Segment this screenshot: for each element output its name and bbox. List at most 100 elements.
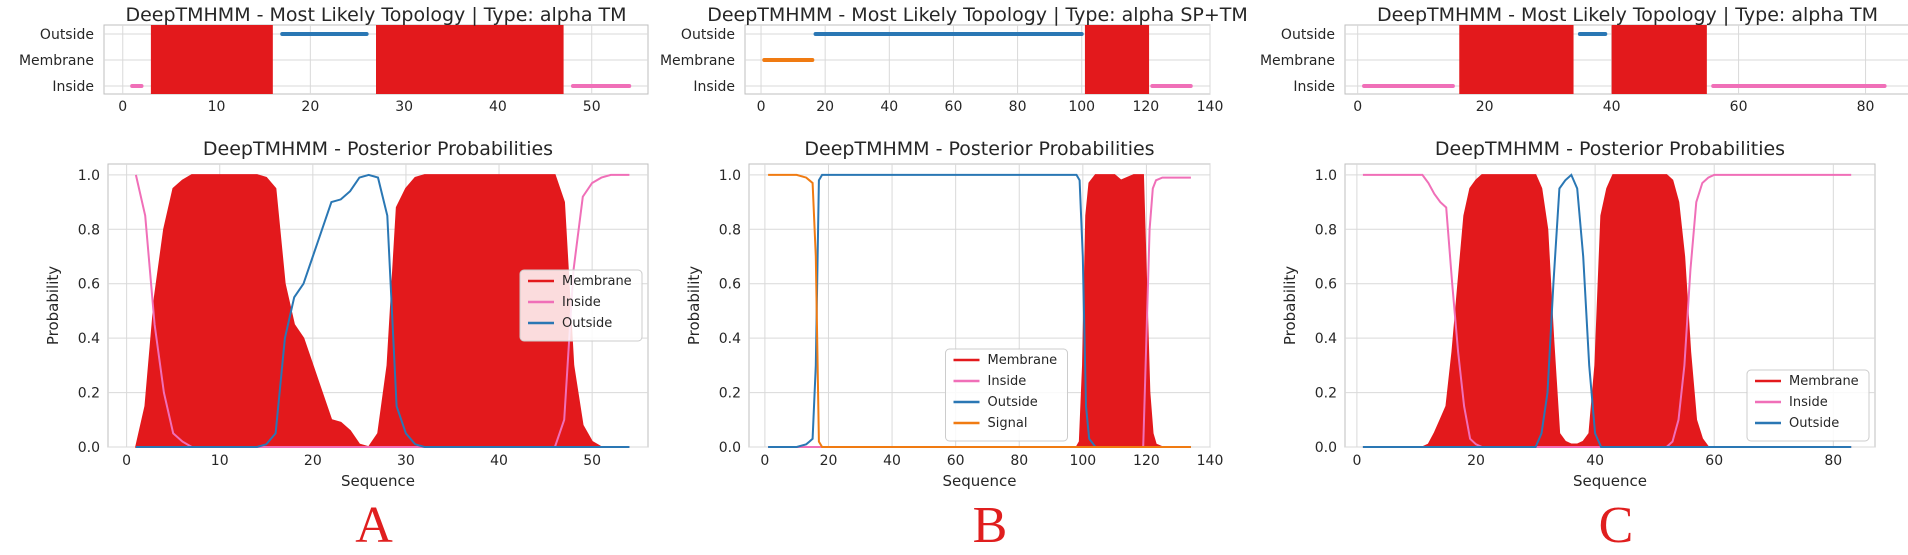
panel-c-posterior-xtick: 0 xyxy=(1352,453,1361,469)
panel-b-legend-label-signal: Signal xyxy=(988,416,1028,431)
panel-a-posterior-ytick: 0.0 xyxy=(78,440,100,456)
panel-a-posterior-xtick: 30 xyxy=(397,453,415,469)
panel-c-topology-title: DeepTMHMM - Most Likely Topology | Type:… xyxy=(1377,4,1878,26)
panel-c-topology-level-label: Outside xyxy=(1281,27,1335,43)
panel-a-posterior-xtick: 40 xyxy=(490,453,508,469)
panel-b-posterior-xtick: 120 xyxy=(1133,453,1160,469)
panel-b-posterior-xtick: 0 xyxy=(760,453,769,469)
panel-c-posterior-xtick: 60 xyxy=(1705,453,1723,469)
panel-a-outside-line xyxy=(135,173,630,448)
panel-a-topology-xtick: 30 xyxy=(395,99,413,115)
panel-letter-c: C xyxy=(1598,497,1634,554)
panel-a-topology-title: DeepTMHMM - Most Likely Topology | Type:… xyxy=(125,4,626,26)
panel-b-legend xyxy=(945,348,1068,442)
panel-a-topology-level-label: Membrane xyxy=(19,53,94,69)
panel-b-topology-xtick: 0 xyxy=(757,99,766,115)
panel-a-x-axis-label: Sequence xyxy=(341,472,415,490)
panel-a-y-axis-label: Probability xyxy=(44,266,62,345)
panel-b-legend-label-membrane: Membrane xyxy=(988,353,1058,368)
panel-b-topology-level-label: Outside xyxy=(681,27,735,43)
panel-b-legend-label-outside: Outside xyxy=(988,395,1038,410)
panel-letter-a: A xyxy=(355,497,393,554)
panel-a-posterior-ytick: 0.8 xyxy=(78,222,100,238)
panel-c-posterior-ytick: 0.0 xyxy=(1315,440,1337,456)
panel-a-posterior-ytick: 0.2 xyxy=(78,386,100,402)
panel-a-posterior-title: DeepTMHMM - Posterior Probabilities xyxy=(203,138,553,160)
panel-c-outside-line xyxy=(1362,173,1852,448)
panel-b-topology-xtick: 20 xyxy=(816,99,834,115)
panel-a-topology-level-label: Outside xyxy=(40,27,94,43)
panel-b-posterior-ytick: 0.8 xyxy=(719,222,741,238)
panel-a-posterior-xtick: 0 xyxy=(122,453,131,469)
panel-b-posterior-title: DeepTMHMM - Posterior Probabilities xyxy=(804,138,1154,160)
panel-a-posterior-ytick: 1.0 xyxy=(78,168,100,184)
panel-c-topology-xtick: 80 xyxy=(1857,99,1875,115)
panel-b-legend-label-inside: Inside xyxy=(988,374,1027,389)
panel-c-topology-level-label: Inside xyxy=(1293,79,1335,95)
panel-c-legend-label-outside: Outside xyxy=(1789,416,1839,431)
panel-c-legend-label-inside: Inside xyxy=(1789,395,1828,410)
panel-c-topology-xtick: 60 xyxy=(1730,99,1748,115)
panel-a-topology-level-label: Inside xyxy=(52,79,94,95)
panel-a-legend-label-outside: Outside xyxy=(562,316,612,331)
panel-b-topology-xtick: 40 xyxy=(880,99,898,115)
panel-c-posterior-ytick: 1.0 xyxy=(1315,168,1337,184)
panel-b-topology-xtick: 140 xyxy=(1197,99,1224,115)
panel-b-posterior-ytick: 0.2 xyxy=(719,386,741,402)
panel-b-topology-xtick: 120 xyxy=(1132,99,1159,115)
panel-a-topology-xtick: 40 xyxy=(489,99,507,115)
panel-c-y-axis-label: Probability xyxy=(1281,266,1299,345)
panel-b-topology-level-label: Inside xyxy=(693,79,735,95)
panel-a-legend-label-membrane: Membrane xyxy=(562,274,632,289)
panel-a-membrane-area xyxy=(134,174,630,448)
panel-a-topology-membrane-segment xyxy=(150,25,273,94)
panel-a-topology-xtick: 20 xyxy=(301,99,319,115)
panel-c-posterior-ytick: 0.2 xyxy=(1315,386,1337,402)
panel-b-posterior-ytick: 1.0 xyxy=(719,168,741,184)
panel-a-topology-xtick: 0 xyxy=(118,99,127,115)
panel-a-posterior-xtick: 50 xyxy=(583,453,601,469)
panel-b-topology-title: DeepTMHMM - Most Likely Topology | Type:… xyxy=(707,4,1248,26)
panel-b-posterior-xtick: 40 xyxy=(883,453,901,469)
panel-c-posterior-xtick: 80 xyxy=(1824,453,1842,469)
panel-b-topology-membrane-segment xyxy=(1084,25,1150,94)
panel-a-legend-label-inside: Inside xyxy=(562,295,601,310)
panel-c-inside-line xyxy=(1362,173,1852,448)
panel-c-legend-label-membrane: Membrane xyxy=(1789,374,1859,389)
panel-c-posterior-ytick: 0.8 xyxy=(1315,222,1337,238)
panel-b-posterior-ytick: 0.4 xyxy=(719,331,741,347)
panel-a-topology-xtick: 50 xyxy=(583,99,601,115)
panel-b-topology-xtick: 80 xyxy=(1009,99,1027,115)
panel-c-x-axis-label: Sequence xyxy=(1573,472,1647,490)
panel-a-posterior-ytick: 0.4 xyxy=(78,331,100,347)
panel-b-topology-xtick: 100 xyxy=(1068,99,1095,115)
panel-c-posterior-xtick: 20 xyxy=(1467,453,1485,469)
panel-b-posterior-ytick: 0.6 xyxy=(719,277,741,293)
panel-c-topology-xtick: 20 xyxy=(1476,99,1494,115)
panel-c-topology-xtick: 40 xyxy=(1603,99,1621,115)
panel-letter-b: B xyxy=(972,497,1008,554)
panel-b-x-axis-label: Sequence xyxy=(943,472,1017,490)
panel-b-y-axis-label: Probability xyxy=(685,266,703,345)
panel-a-posterior-xtick: 20 xyxy=(304,453,322,469)
panel-b-signal-line xyxy=(768,173,1191,448)
panel-c-posterior-xtick: 40 xyxy=(1586,453,1604,469)
panel-c-posterior-ytick: 0.4 xyxy=(1315,331,1337,347)
panel-c-topology-level-label: Membrane xyxy=(1260,53,1335,69)
panel-a-topology-membrane-segment xyxy=(376,25,564,94)
panel-a-posterior-xtick: 10 xyxy=(211,453,229,469)
panel-c-topology-membrane-segment xyxy=(1459,25,1574,94)
panel-b-posterior-ytick: 0.0 xyxy=(719,440,741,456)
panel-b-posterior-xtick: 60 xyxy=(947,453,965,469)
panel-b-topology-xtick: 60 xyxy=(945,99,963,115)
panel-a-posterior-ytick: 0.6 xyxy=(78,277,100,293)
panel-b-topology-level-label: Membrane xyxy=(660,53,735,69)
panel-b-posterior-xtick: 20 xyxy=(820,453,838,469)
panel-c-posterior-title: DeepTMHMM - Posterior Probabilities xyxy=(1435,138,1785,160)
panel-c-topology-xtick: 0 xyxy=(1353,99,1362,115)
panel-b-posterior-xtick: 80 xyxy=(1010,453,1028,469)
panel-b-posterior-xtick: 100 xyxy=(1069,453,1096,469)
panel-b-posterior-xtick: 140 xyxy=(1197,453,1224,469)
panel-a-topology-xtick: 10 xyxy=(208,99,226,115)
